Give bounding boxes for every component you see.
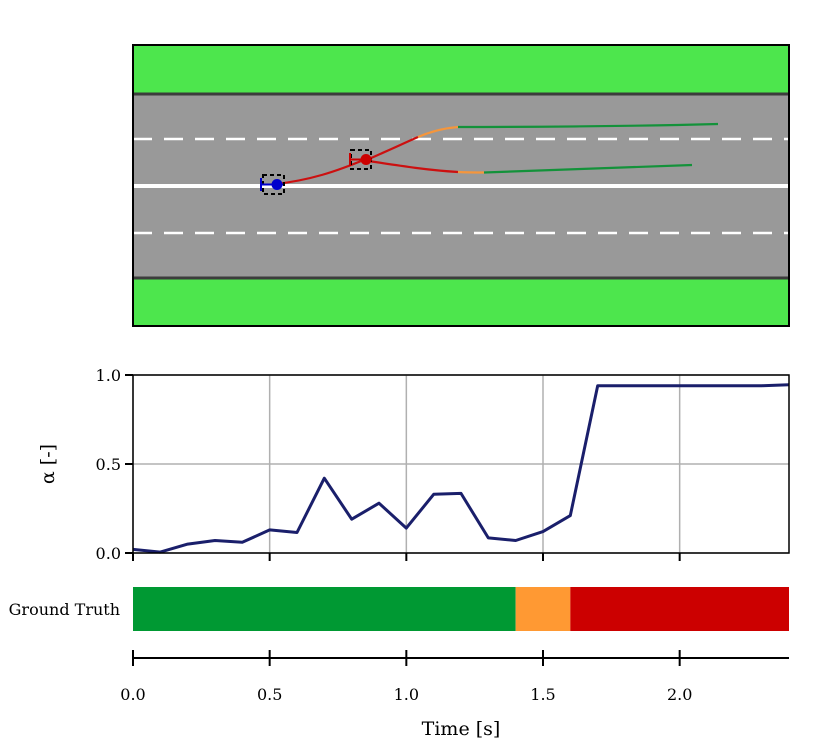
time-tick-label: 2.0 bbox=[667, 685, 692, 704]
y-tick-label: 1.0 bbox=[96, 366, 121, 385]
alpha-series-line bbox=[132, 383, 790, 554]
ground-truth-segment bbox=[133, 587, 516, 631]
time-ticks: 0.0 0.5 1.0 1.5 2.0 bbox=[120, 650, 692, 704]
grass-top bbox=[132, 44, 790, 95]
x-axis-label: Time [s] bbox=[422, 718, 501, 740]
ground-truth-chart: Ground Truth bbox=[9, 587, 789, 631]
y-tick-label: 0.0 bbox=[96, 544, 121, 563]
ego-vehicle bbox=[260, 174, 285, 195]
road-scene bbox=[132, 44, 790, 327]
ground-truth-segments bbox=[133, 587, 789, 631]
ego-trajectory-critical bbox=[275, 157, 367, 186]
ground-truth-label: Ground Truth bbox=[9, 600, 120, 619]
other-trajectory-lower-warning bbox=[457, 170, 485, 174]
other-vehicle bbox=[349, 149, 372, 170]
time-axis: 0.0 0.5 1.0 1.5 2.0 Time [s] bbox=[120, 650, 789, 740]
time-tick-label: 1.5 bbox=[530, 685, 555, 704]
scene-border bbox=[132, 44, 790, 327]
y-axis-label: α [-] bbox=[37, 444, 59, 484]
alpha-chart: 0.0 0.5 1.0 α [-] bbox=[37, 366, 790, 563]
y-tick-label: 0.5 bbox=[96, 455, 121, 474]
other-trajectory-upper-safe bbox=[457, 122, 719, 129]
time-tick-label: 1.0 bbox=[394, 685, 419, 704]
time-tick-label: 0.0 bbox=[120, 685, 145, 704]
ground-truth-segment bbox=[515, 587, 571, 631]
other-trajectory-upper-warning bbox=[417, 125, 459, 139]
ground-truth-segment bbox=[570, 587, 789, 631]
time-tick-label: 0.5 bbox=[257, 685, 282, 704]
alpha-grid bbox=[132, 374, 789, 554]
other-trajectory-lower-safe bbox=[483, 163, 693, 174]
grass-bottom bbox=[132, 277, 790, 327]
alpha-ticks: 0.0 0.5 1.0 bbox=[96, 366, 681, 563]
